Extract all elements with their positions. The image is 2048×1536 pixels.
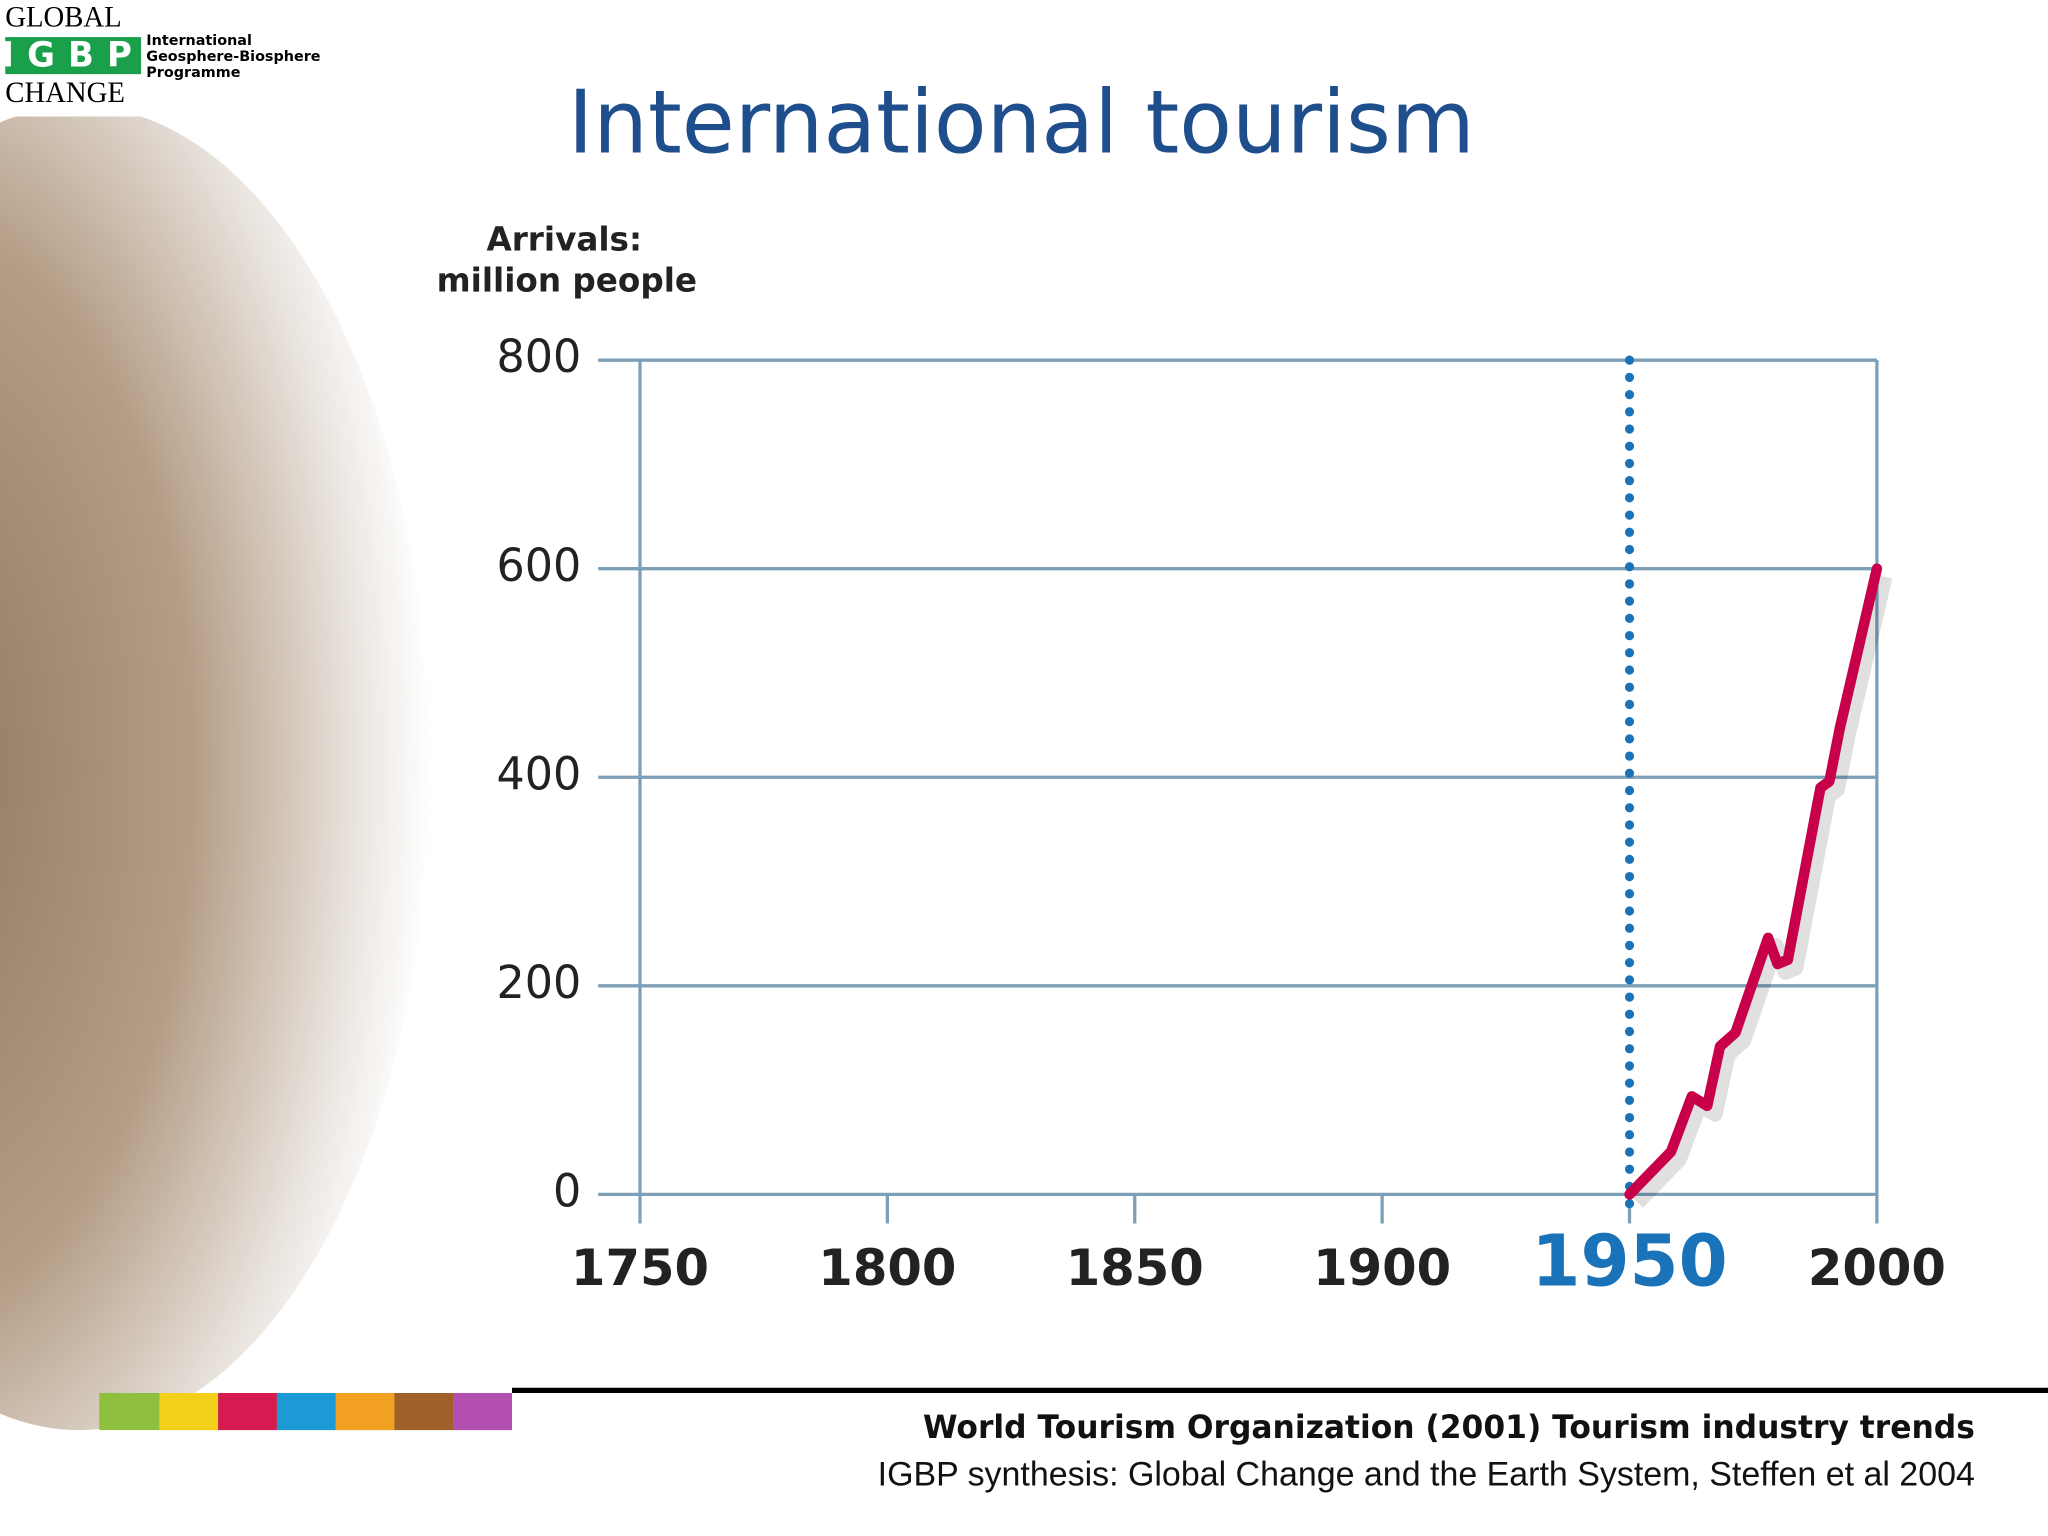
- y-axis-label: million people: [437, 260, 697, 299]
- y-axis-label: Arrivals:: [486, 219, 642, 258]
- y-tick-label: 400: [496, 747, 581, 800]
- credit: World Tourism Organization (2001) Touris…: [923, 1410, 1975, 1446]
- color-strip: [394, 1392, 454, 1431]
- logo-top: GLOBAL: [5, 1, 121, 33]
- logo-bottom: CHANGE: [5, 77, 125, 109]
- x-tick-label: 1850: [1066, 1238, 1204, 1296]
- logo-name: InternationalGeosphere-BiosphereProgramm…: [146, 33, 320, 81]
- crowd-photo: [0, 106, 431, 1430]
- y-tick-label: 800: [496, 330, 581, 383]
- x-tick-label: 1800: [818, 1238, 956, 1296]
- y-tick-label: 0: [553, 1164, 581, 1217]
- x-tick-label: 1750: [571, 1238, 709, 1296]
- logo-box: [5, 37, 142, 75]
- data-line: [1624, 563, 1883, 1200]
- slide-title: International tourism: [568, 72, 1475, 174]
- y-tick-label: 200: [496, 956, 581, 1009]
- logo-name-line: Programme: [146, 65, 240, 81]
- credit: IGBP synthesis: Global Change and the Ea…: [878, 1455, 1975, 1493]
- logo-name-line: Geosphere-Biosphere: [146, 49, 320, 65]
- line-shadow: [1631, 574, 1893, 1208]
- color-strip: [335, 1392, 395, 1431]
- color-strip: [276, 1392, 336, 1431]
- logo-letters: IGBP: [1, 35, 145, 75]
- color-strip: [159, 1392, 219, 1431]
- x-tick-label: 1950: [1531, 1219, 1727, 1303]
- logo-middle: IGBP: [1, 35, 145, 76]
- color-strip: [218, 1392, 277, 1431]
- color-strip: [453, 1392, 512, 1431]
- x-tick-label: 2000: [1808, 1238, 1946, 1296]
- logo-name-line: International: [146, 33, 252, 49]
- y-tick-label: 600: [496, 539, 581, 592]
- x-tick-label: 1900: [1313, 1238, 1451, 1296]
